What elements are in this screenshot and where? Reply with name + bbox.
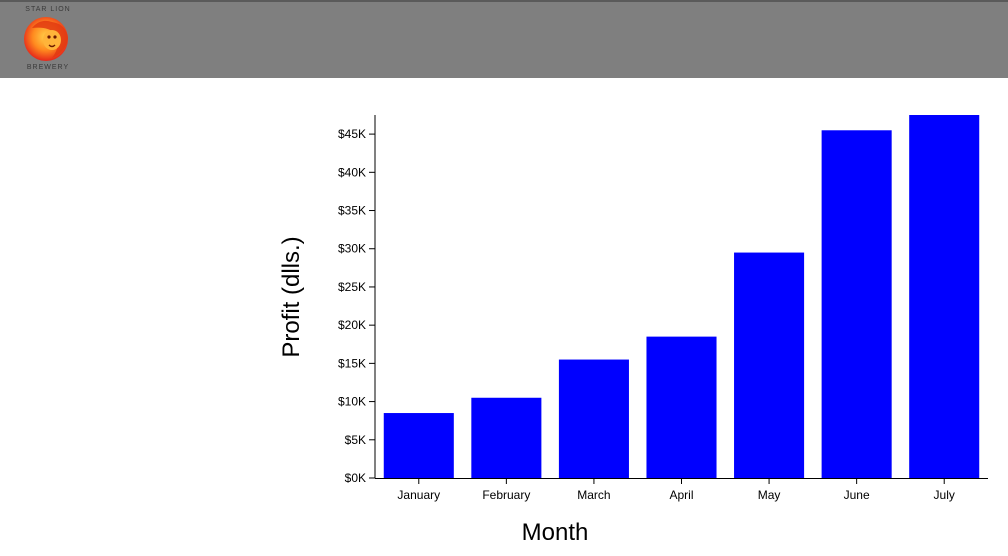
y-axis: $0K $5K $10K $15K $20K $25K $30K $35K $40K $45K xyxy=(338,115,376,485)
y-tick-label: $15K xyxy=(338,356,366,370)
x-tick-label: February xyxy=(482,488,530,502)
x-axis: January February March April May June July xyxy=(375,478,988,502)
bar-february[interactable] xyxy=(471,397,542,478)
bar-january[interactable] xyxy=(383,413,454,478)
x-tick-label: July xyxy=(934,488,955,502)
bars xyxy=(383,115,980,478)
lion-icon xyxy=(24,17,68,61)
logo-bottom-text: BREWERY xyxy=(26,64,70,71)
x-axis-title: Month xyxy=(522,519,589,546)
y-tick-label: $40K xyxy=(338,165,366,179)
top-banner: STAR LION BREWERY xyxy=(0,0,1008,78)
bar-april[interactable] xyxy=(646,336,717,478)
x-tick-label: April xyxy=(669,488,693,502)
y-tick-label: $45K xyxy=(338,127,366,141)
y-axis-title: Profit (dlls.) xyxy=(278,236,305,357)
logo-top-text: STAR LION xyxy=(25,6,71,13)
x-tick-label: May xyxy=(758,488,781,502)
y-tick-label: $20K xyxy=(338,318,366,332)
y-tick-label: $30K xyxy=(338,242,366,256)
bar-july[interactable] xyxy=(909,115,980,478)
y-tick-label: $35K xyxy=(338,204,366,218)
y-tick-label: $5K xyxy=(345,433,366,447)
y-tick-label: $0K xyxy=(345,471,366,485)
bar-june[interactable] xyxy=(821,130,892,478)
x-tick-label: January xyxy=(397,488,440,502)
bar-march[interactable] xyxy=(558,359,629,478)
brewery-logo[interactable]: STAR LION BREWERY xyxy=(16,6,80,76)
x-tick-label: June xyxy=(844,488,870,502)
profit-bar-chart: $0K $5K $10K $15K $20K $25K $30K $35K $40K $45K J… xyxy=(278,115,988,546)
x-tick-label: March xyxy=(577,488,610,502)
y-tick-label: $25K xyxy=(338,280,366,294)
bar-may[interactable] xyxy=(734,252,805,478)
y-tick-label: $10K xyxy=(338,395,366,409)
